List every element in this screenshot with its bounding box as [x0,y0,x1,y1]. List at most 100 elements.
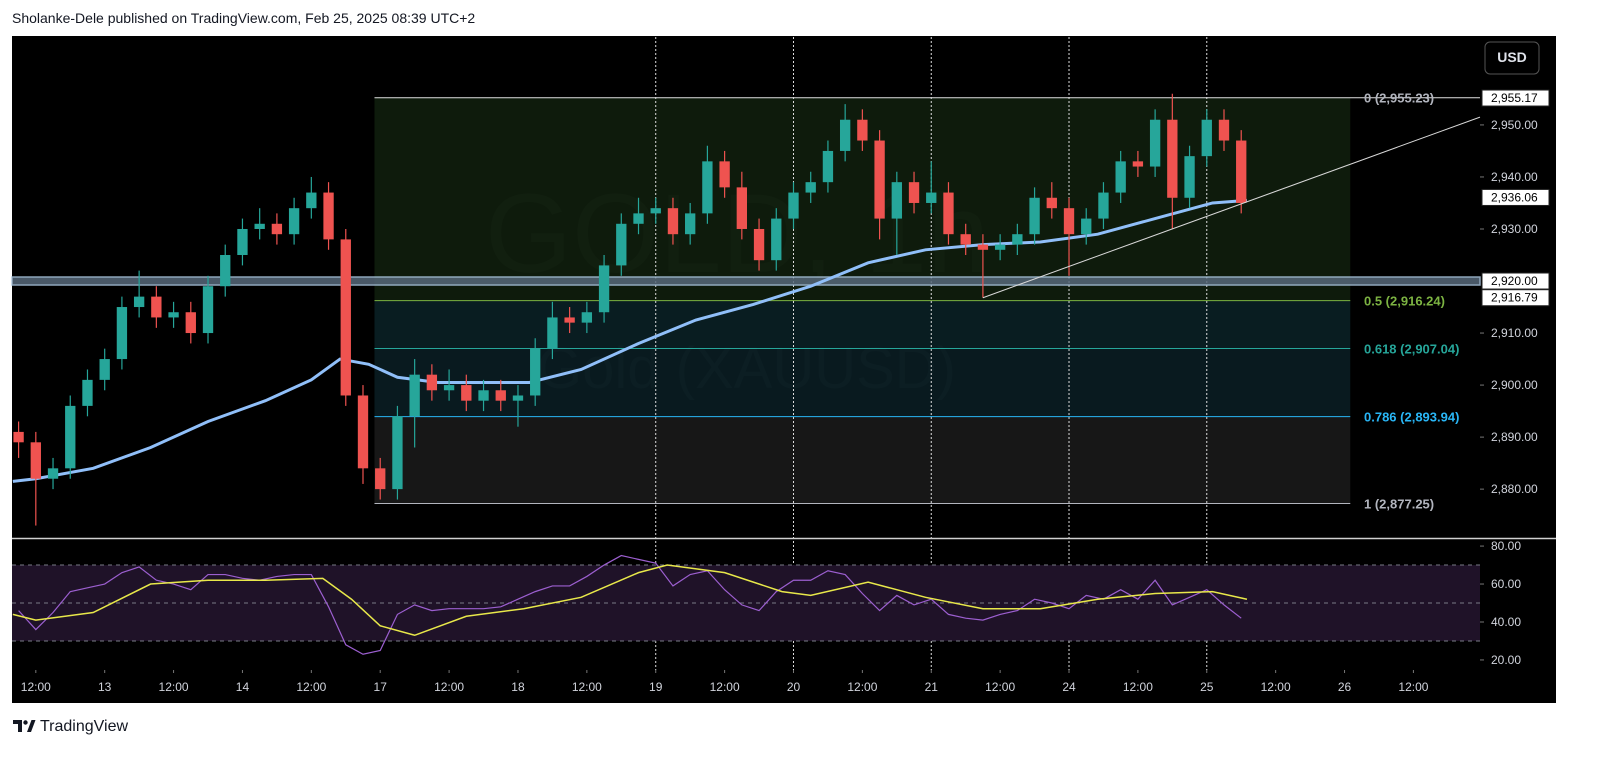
candle-body [1029,197,1040,235]
x-tick-label: 25 [1200,680,1214,694]
horizontal-zone [11,276,1481,286]
candle-body [237,228,248,256]
layer-background: GOLD, 1hGold (XAUUSD)0 (2,955.23)0.5 (2,… [11,37,1481,670]
x-tick-label: 12:00 [985,680,1015,694]
candle-body [564,317,575,323]
tradingview-logo [13,720,36,732]
x-tick-label: 18 [511,680,525,694]
candle-body [891,182,902,219]
candle-body [288,208,300,235]
fib-level-label: 1 (2,877.25) [1364,496,1434,511]
trendline [982,116,1481,299]
candle-body [1132,161,1144,167]
x-tick-label: 14 [236,680,250,694]
y-tick-label: 2,890.00 [1491,430,1538,444]
moving-average [12,198,1248,483]
rsi-band [12,565,1480,641]
candle-body [375,468,386,490]
currency-label[interactable]: USD [1497,49,1527,65]
candle-body [512,395,524,401]
candle-body [1236,140,1247,203]
candle-body [926,192,937,203]
candle-body [530,348,541,396]
candle-body [994,244,1006,250]
candle-body [977,244,989,250]
candle-body [65,405,76,469]
logo-dot [23,720,28,725]
candle-body [1012,234,1023,245]
x-tick-label: 12:00 [710,680,740,694]
candle-body [478,390,489,401]
x-tick-label: 12:00 [572,680,602,694]
x-tick-label: 21 [925,680,939,694]
x-tick-label: 12:00 [434,680,464,694]
candle-body [650,208,661,214]
rsi-line [12,564,1248,637]
price-label: 2,936.06 [1491,190,1538,204]
candle-body [254,223,265,229]
candle-body [30,442,41,479]
candle-body [82,379,93,406]
logo-mark [13,720,22,732]
candle-body [857,119,868,141]
x-tick-label: 19 [649,680,663,694]
candle-body [202,286,214,334]
candle-body [960,234,971,245]
candle-body [633,213,644,224]
x-tick-label: 24 [1062,680,1076,694]
candle-body [340,239,351,396]
x-tick-label: 17 [374,680,388,694]
y-tick-label: 2,930.00 [1491,222,1538,236]
candle-body [1184,156,1195,198]
candle-body [788,192,799,219]
price-label-box [1481,89,1550,107]
candle-body [495,390,506,401]
candle-body [581,312,593,323]
candle-body [547,317,558,349]
fib-level-label: 0.786 (2,893.94) [1364,410,1459,425]
candle-body [1167,119,1178,198]
currency-button[interactable] [1484,41,1540,75]
x-tick-label: 12:00 [1261,680,1291,694]
candle-body [874,140,885,219]
candle-body [839,119,851,151]
candle-body [667,208,679,235]
candle-body [1063,208,1075,235]
candle-body [1149,119,1161,167]
candle-body [908,182,920,203]
x-tick-label: 12:00 [159,680,189,694]
y-tick-label: 2,900.00 [1491,378,1538,392]
y-tick-label: 20.00 [1491,653,1521,667]
rsi-line [18,554,1242,655]
candle-body [116,307,128,360]
candle-body [1218,119,1230,141]
candle-body [323,192,334,240]
candle-body [771,218,782,261]
candle-body [805,182,816,193]
logo-slash [27,720,36,732]
candle-body [702,161,713,214]
candle-body [306,192,317,209]
fib-zone [374,416,1351,504]
x-tick-label: 12:00 [1398,680,1428,694]
layer-main: 2,950.00 2,940.00 2,930.00 2,910.00 2,900.00… [12,89,1550,694]
candle-body [943,192,954,235]
x-tick-label: 13 [98,680,112,694]
candle-body [426,374,438,391]
price-label: 2,920.00 [1491,274,1538,288]
candle-body [168,312,179,318]
candle-body [1081,218,1092,235]
publish-header: Sholanke-Dele published on TradingView.c… [12,10,476,26]
x-tick-label: 12:00 [847,680,877,694]
candle-body [409,374,420,417]
price-label: 2,955.17 [1491,91,1538,105]
price-label-box [1481,188,1550,206]
candle-body [461,385,472,401]
candle-body [99,359,110,380]
candle-body [357,395,369,469]
price-label: 2,916.79 [1491,291,1538,305]
x-tick-label: 12:00 [1123,680,1153,694]
candle-body [1115,161,1126,193]
fib-zone [374,300,1351,349]
